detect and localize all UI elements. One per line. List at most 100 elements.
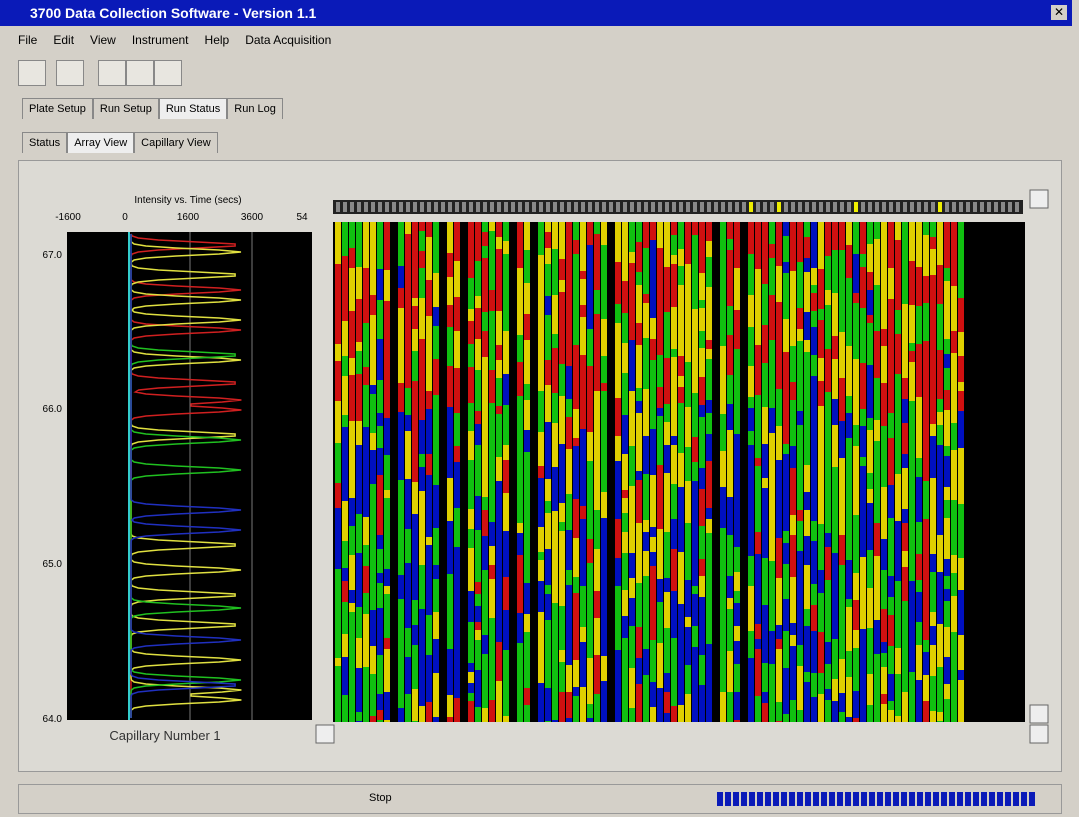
heatmap-cell: [587, 506, 593, 518]
capillary-tick: [455, 202, 459, 212]
heatmap-cell: [587, 487, 593, 506]
heatmap-cell: [958, 635, 964, 670]
heatmap-cell: [832, 293, 838, 303]
capillary-tick: [980, 202, 984, 212]
heatmap-cell: [454, 634, 460, 663]
heatmap-cell: [636, 627, 642, 658]
heatmap-cell: [475, 670, 481, 707]
heatmap-cell: [594, 463, 600, 510]
heatmap-cell: [867, 503, 873, 550]
heatmap-cell: [937, 412, 943, 425]
heatmap-cell: [832, 303, 838, 324]
heatmap-cell: [524, 400, 530, 430]
heatmap-cell: [412, 222, 418, 253]
scroll-up[interactable]: [1030, 190, 1048, 208]
heatmap-cell: [468, 460, 474, 478]
heatmap-cell: [923, 481, 929, 519]
heatmap-cell: [853, 706, 859, 718]
heatmap-cell: [657, 222, 663, 248]
heatmap-cell: [489, 474, 495, 482]
heatmap-cell: [559, 468, 565, 503]
heatmap-cell: [727, 609, 733, 651]
progress-block: [917, 792, 923, 806]
heatmap-cell: [342, 568, 348, 581]
progress-block: [925, 792, 931, 806]
heatmap-cell: [692, 586, 698, 594]
heatmap-cell: [559, 259, 565, 270]
heatmap-cell: [552, 557, 558, 603]
heatmap-cell: [671, 402, 677, 436]
heatmap-cell: [349, 555, 355, 590]
heatmap-cell: [657, 643, 663, 688]
heatmap-cell: [384, 270, 390, 301]
heatmap-cell: [363, 477, 369, 517]
heatmap-cell: [734, 720, 740, 722]
heatmap-cell: [881, 609, 887, 642]
scroll-right[interactable]: [1030, 725, 1048, 743]
heatmap-cell: [468, 367, 474, 376]
heatmap-cell: [636, 433, 642, 471]
heatmap-cell: [370, 646, 376, 665]
capillary-tick: [343, 202, 347, 212]
heatmap-cell: [524, 482, 530, 503]
heatmap-cell: [468, 309, 474, 321]
heatmap-cell: [783, 397, 789, 444]
heatmap-cell: [622, 616, 628, 638]
scroll-down[interactable]: [1030, 705, 1048, 723]
heatmap-cell: [720, 692, 726, 711]
heatmap-cell: [755, 466, 761, 486]
heatmap-cell: [650, 707, 656, 722]
heatmap-cell: [937, 304, 943, 350]
heatmap-cell: [755, 378, 761, 395]
heatmap-cell: [643, 532, 649, 551]
heatmap-cell: [559, 503, 565, 522]
capillary-tick: [448, 202, 452, 212]
heatmap-cell: [839, 222, 845, 250]
heatmap-cell: [342, 602, 348, 634]
y-tick-label: 66.0: [43, 404, 63, 415]
heatmap-cell: [482, 222, 488, 232]
status-bar: Stop: [18, 784, 1062, 814]
heatmap-cell: [804, 237, 810, 258]
capillary-tick: [462, 202, 466, 212]
scroll-left[interactable]: [316, 725, 334, 743]
heatmap-cell: [944, 390, 950, 410]
heatmap-cell: [706, 519, 712, 533]
heatmap-cell: [335, 483, 341, 508]
heatmap-cell: [559, 364, 565, 396]
heatmap-cell: [839, 565, 845, 578]
heatmap-cell: [825, 664, 831, 689]
heatmap-cell: [419, 565, 425, 609]
heatmap-cell: [874, 684, 880, 700]
heatmap-cell: [944, 627, 950, 657]
heatmap-cell: [566, 570, 572, 585]
heatmap-cell: [937, 399, 943, 412]
heatmap-cell: [720, 451, 726, 487]
heatmap-cell: [552, 467, 558, 511]
heatmap-cell: [832, 535, 838, 553]
heatmap-cell: [524, 314, 530, 340]
heatmap-cell: [790, 535, 796, 577]
heatmap-cell: [930, 572, 936, 612]
heatmap-cell: [895, 625, 901, 648]
heatmap-cell: [377, 655, 383, 694]
heatmap-cell: [419, 659, 425, 706]
heatmap-cell: [944, 354, 950, 368]
heatmap-cell: [349, 590, 355, 603]
heatmap-cell: [454, 446, 460, 462]
heatmap-cell: [706, 434, 712, 450]
heatmap-cell: [643, 294, 649, 303]
heatmap-cell: [405, 639, 411, 657]
heatmap-cell: [384, 649, 390, 692]
heatmap-cell: [412, 590, 418, 600]
heatmap-cell: [853, 373, 859, 410]
heatmap-cell: [874, 441, 880, 483]
heatmap-cell: [860, 363, 866, 409]
heatmap-cell: [916, 416, 922, 432]
heatmap-cell: [951, 632, 957, 678]
heatmap-cell: [944, 368, 950, 390]
heatmap-cell: [566, 718, 572, 722]
heatmap-cell: [426, 222, 432, 237]
heatmap-cell: [930, 436, 936, 478]
heatmap-cell: [496, 709, 502, 722]
